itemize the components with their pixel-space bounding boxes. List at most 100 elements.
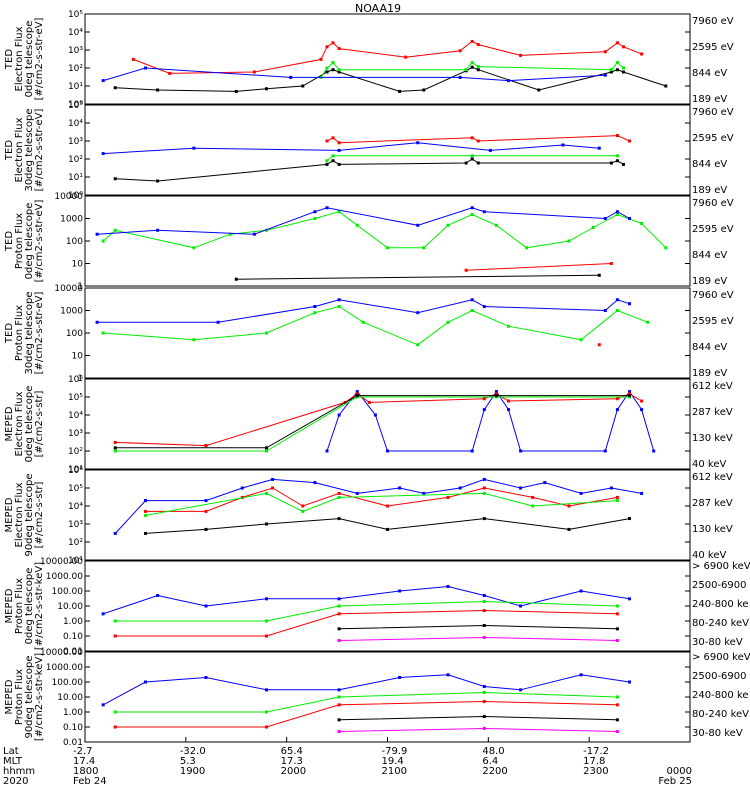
yaxis-label: MEPEDProton Flux0deg telescope[#/cm2-s-s… (4, 562, 45, 650)
data-point (265, 446, 268, 450)
data-point (337, 604, 341, 608)
data-point (301, 509, 305, 513)
data-point (615, 68, 619, 72)
legend-entry: 7960 eV (692, 290, 734, 301)
ytick-label: 10⁶ (68, 466, 83, 476)
data-point (615, 730, 619, 734)
series-7960-ev (113, 65, 668, 93)
series-7960-ev (234, 273, 601, 281)
series-2500-6900 (337, 624, 619, 631)
legend-entry: 189 eV (692, 276, 727, 287)
yaxis-label-line: 0deg telescope (24, 386, 35, 463)
xtick-label: 5.3 (180, 756, 196, 767)
data-point (652, 449, 656, 453)
data-point (628, 394, 631, 398)
ytick-label: 10000 (54, 192, 83, 202)
data-point (470, 157, 474, 161)
series-189-ev (101, 66, 607, 83)
xtick-label: 2200 (482, 766, 507, 777)
data-point (265, 87, 268, 91)
data-point (482, 477, 486, 481)
data-point (458, 486, 462, 490)
data-point (640, 221, 644, 225)
series-line (114, 478, 642, 534)
ytick-label: 10³ (68, 46, 83, 56)
series-2595-ev (464, 262, 613, 272)
ytick-label: 1.00 (63, 617, 83, 627)
series-2595-ev (325, 134, 631, 145)
data-point (168, 71, 172, 75)
data-point (482, 690, 486, 694)
data-point (355, 390, 359, 394)
data-point (507, 408, 510, 412)
data-point (470, 213, 474, 217)
series-2500-6900 (337, 715, 619, 722)
data-point (482, 486, 486, 490)
ytick-label: 10⁵ (68, 393, 83, 403)
data-point (95, 320, 99, 324)
data-point (386, 246, 389, 250)
panel-frame (84, 104, 691, 196)
xaxis-row-label: MLT (3, 756, 23, 767)
series-612-kev (113, 394, 631, 450)
xtick-label: Feb 25 (658, 776, 692, 787)
data-point (609, 262, 613, 265)
data-point (519, 688, 523, 692)
data-point (204, 444, 208, 448)
data-point (615, 604, 619, 608)
data-point (507, 324, 510, 328)
data-point (621, 66, 625, 70)
series-40-kev (325, 390, 656, 453)
yaxis-label-line: 0deg telescope (24, 203, 35, 280)
data-point (144, 509, 147, 513)
data-point (373, 413, 377, 417)
yaxis-label-line: 30deg telescope (24, 291, 35, 374)
data-point (507, 399, 510, 403)
data-point (113, 449, 117, 453)
data-point (325, 66, 329, 70)
ytick-label: 10² (68, 538, 83, 548)
yaxis-label-line: MEPED (4, 497, 15, 532)
legend-entry: > 6900 keV (692, 561, 750, 572)
data-point (482, 726, 486, 730)
xtick-label: 6.4 (482, 756, 498, 767)
panel-frame (84, 469, 691, 561)
data-point (482, 305, 486, 309)
yaxis-label-line: 90deg telescope (24, 473, 35, 556)
data-point (325, 449, 329, 453)
data-point (361, 320, 365, 324)
data-point (337, 612, 341, 616)
panel-frame (84, 287, 691, 379)
yaxis-label-line: Electron Flux (14, 26, 25, 91)
data-point (101, 152, 105, 156)
series-line (339, 715, 618, 721)
series-line (115, 609, 618, 637)
ytick-label: 10¹ (68, 173, 83, 183)
data-point (615, 612, 619, 616)
panel-frame (84, 13, 691, 105)
data-point (603, 50, 607, 54)
xtick-label: Feb 24 (73, 776, 107, 787)
data-point (398, 589, 402, 593)
series-844-ev (325, 154, 619, 163)
data-point (265, 710, 268, 714)
legend-entry: 240-800 ke (692, 690, 749, 701)
yaxis-label-line: TED (4, 140, 15, 161)
data-point (265, 522, 268, 526)
legend-entry: 30-80 keV (692, 637, 743, 648)
data-point (301, 84, 305, 88)
data-point (621, 45, 625, 49)
legend-entry: 80-240 keV (692, 709, 749, 720)
ytick-label: 10¹ (68, 465, 83, 475)
ytick-label: 1000.00 (46, 663, 83, 673)
yaxis-label-line: Proton Flux (14, 213, 25, 269)
yaxis-label-line: [#/cm2-s-str-eV] (34, 292, 45, 375)
legend-entry: 612 keV (692, 381, 733, 392)
yaxis-label: TEDElectron Flux30deg telescope[#/cm2-s-… (4, 108, 45, 191)
data-point (628, 392, 631, 396)
yaxis-label-line: 0deg telescope (24, 568, 35, 645)
data-point (519, 486, 523, 490)
ytick-label: 10 (72, 260, 84, 270)
data-point (204, 604, 208, 608)
legend-entry: 7960 eV (692, 16, 734, 27)
